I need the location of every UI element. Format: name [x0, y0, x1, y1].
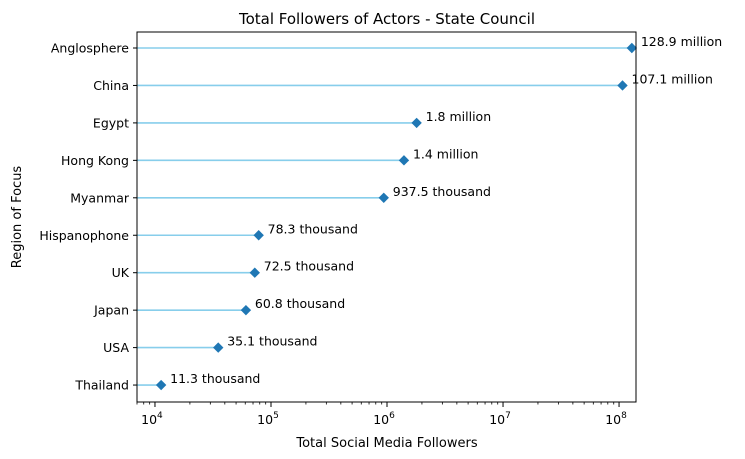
x-tick-label: 107	[489, 411, 511, 427]
value-label: 1.4 million	[413, 146, 479, 161]
value-label: 11.3 thousand	[170, 371, 260, 386]
value-label: 72.5 thousand	[264, 259, 354, 274]
y-tick-label: USA	[103, 340, 129, 355]
x-tick-exponent: 8	[621, 411, 627, 421]
lollipop-row: 78.3 thousand	[137, 221, 358, 241]
lollipop-row: 107.1 million	[137, 71, 713, 91]
y-axis: Anglosphere China Egypt Hong Kong Myanmar His…	[39, 41, 137, 393]
y-axis-label: Region of Focus	[10, 166, 25, 269]
diamond-marker	[378, 192, 389, 203]
x-tick-base: 10	[489, 412, 505, 427]
diamond-marker	[253, 230, 264, 241]
diamond-marker	[411, 117, 422, 129]
x-tick-base: 10	[605, 412, 621, 427]
x-tick-base: 10	[141, 412, 157, 427]
lollipop-row: 1.4 million	[137, 146, 479, 166]
value-label: 78.3 thousand	[268, 221, 358, 236]
y-tick-label: Thailand	[74, 378, 129, 393]
x-axis-label: Total Social Media Followers	[295, 436, 477, 451]
lollipop-row: 11.3 thousand	[137, 371, 260, 391]
diamond-marker	[626, 42, 638, 54]
x-tick-exponent: 4	[157, 411, 163, 421]
x-tick-exponent: 5	[273, 411, 279, 421]
y-tick-label: Hispanophone	[39, 228, 129, 243]
y-tick-label: China	[93, 78, 129, 93]
x-axis: 104 105 106 107 108	[136, 402, 627, 427]
x-tick-label: 106	[373, 411, 395, 427]
value-label: 1.8 million	[426, 109, 492, 124]
y-tick-label: Japan	[93, 303, 129, 318]
value-label: 35.1 thousand	[227, 334, 317, 349]
value-label: 128.9 million	[641, 34, 722, 49]
lollipop-row: 60.8 thousand	[137, 296, 345, 316]
value-label: 60.8 thousand	[255, 296, 345, 311]
value-label: 107.1 million	[632, 71, 713, 86]
diamond-marker	[213, 342, 224, 353]
diamond-marker	[617, 80, 628, 91]
y-tick-label: UK	[112, 265, 130, 280]
plot-frame	[136, 31, 637, 403]
x-tick-label: 104	[141, 411, 163, 427]
y-tick-label: Egypt	[93, 115, 129, 130]
x-tick-base: 10	[257, 412, 273, 427]
lollipop-row: 35.1 thousand	[137, 334, 317, 353]
lollipop-row: 937.5 thousand	[137, 184, 491, 203]
x-tick-exponent: 6	[389, 411, 395, 421]
y-tick-label: Hong Kong	[61, 153, 129, 168]
lollipop-row: 1.8 million	[137, 109, 492, 129]
value-label: 937.5 thousand	[393, 184, 491, 199]
lollipop-row: 72.5 thousand	[137, 259, 354, 278]
diamond-marker	[249, 267, 260, 278]
y-tick-label: Anglosphere	[51, 41, 129, 56]
chart-title: Total Followers of Actors - State Counci…	[238, 10, 535, 28]
diamond-marker	[398, 155, 410, 166]
diamond-marker	[155, 379, 167, 391]
diamond-marker	[240, 304, 252, 316]
x-tick-label: 105	[257, 411, 279, 427]
lollipop-row: 128.9 million	[137, 34, 722, 54]
chart-marks: 128.9 million 107.1 million 1.8 million 1.4…	[137, 34, 722, 391]
y-tick-label: Myanmar	[70, 190, 130, 205]
x-tick-exponent: 7	[505, 411, 511, 421]
x-tick-base: 10	[373, 412, 389, 427]
x-tick-label: 108	[605, 411, 627, 427]
